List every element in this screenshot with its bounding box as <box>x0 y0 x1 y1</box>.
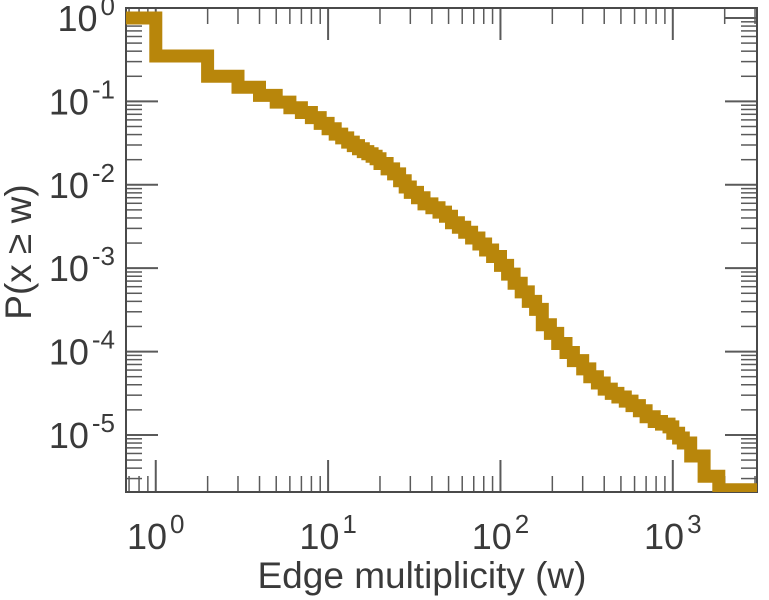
tick-label: 10 -2 <box>49 158 115 206</box>
tick-label: 10 0 <box>127 509 185 557</box>
axis-ticks <box>126 8 757 492</box>
x-axis-title: Edge multiplicity (w) <box>257 555 587 596</box>
x-tick-labels: 10 0 10 1 10 2 10 3 <box>127 509 702 557</box>
y-axis-title: P(x ≥ w) <box>0 184 39 320</box>
tick-label: 10 -4 <box>49 325 115 373</box>
tick-label: 10 1 <box>299 509 357 557</box>
tick-label: 10 -5 <box>49 408 115 456</box>
tick-label: 10 0 <box>57 0 115 39</box>
tick-label: 10 2 <box>472 509 530 557</box>
plot-frame <box>125 7 758 493</box>
tick-label: 10 -1 <box>49 74 115 122</box>
ccdf-curve <box>126 11 757 492</box>
tick-label: 10 3 <box>644 509 702 557</box>
tick-label: 10 -3 <box>49 241 115 289</box>
